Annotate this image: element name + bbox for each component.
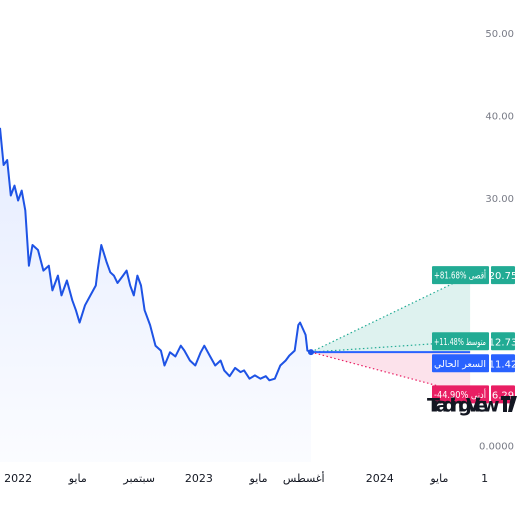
forecast-name-box [432, 385, 489, 404]
forecast-value: 11.42 [489, 359, 518, 370]
x-tick-label: أغسطس [283, 471, 325, 485]
x-tick-label: مايو [68, 472, 87, 485]
watermark: TradingView [427, 395, 499, 417]
forecast-value: 20.75 [489, 271, 518, 282]
forecast-line [310, 274, 471, 353]
forecast-name: السعر الحالي [434, 359, 486, 370]
forecast-name-box [432, 354, 489, 373]
x-tick-label: 1 [481, 472, 488, 485]
x-tick-label: 2024 [366, 472, 394, 485]
last-point [307, 349, 314, 356]
x-tick-label: سبتمبر [122, 472, 155, 485]
x-tick-label: 2023 [185, 472, 213, 485]
forecast-value-box [491, 266, 515, 285]
logo: TradingView [427, 395, 517, 417]
price-line [0, 127, 312, 382]
forecast-name: +81.68% أقصى [434, 269, 486, 282]
area-fill [0, 127, 311, 463]
forecast-value: 6.29 [492, 390, 514, 401]
y-tick-label: 30.00 [485, 194, 514, 205]
logo-icon [501, 396, 517, 412]
forecast-name: -44.90% أدنى [434, 388, 486, 401]
x-tick-label: مايو [249, 472, 268, 485]
forecast-name: +11.48% متوسط [434, 337, 486, 348]
forecast-name-box [432, 332, 489, 351]
forecast-value: 12.73 [489, 337, 518, 348]
forecast-value-box [491, 332, 515, 351]
y-tick-label: 40.00 [485, 111, 514, 122]
y-tick-label: 50.00 [485, 29, 514, 40]
y-tick-label: 0.0000 [479, 441, 514, 452]
x-tick-label: مايو [429, 472, 448, 485]
forecast-value-box [491, 354, 515, 373]
forecast-name-box [432, 266, 489, 285]
x-tick-label: 2022 [4, 472, 32, 485]
